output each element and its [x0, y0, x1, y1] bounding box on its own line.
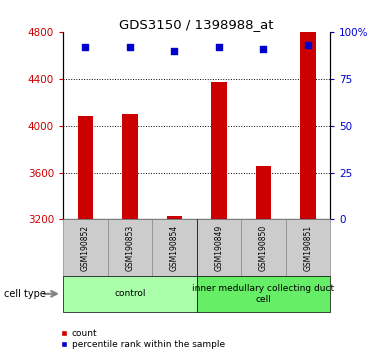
Bar — [197, 219, 241, 276]
Point — [216, 44, 222, 50]
Bar — [197, 276, 330, 312]
Bar — [300, 32, 316, 219]
Text: control: control — [114, 289, 145, 298]
Text: GSM190851: GSM190851 — [303, 225, 312, 271]
Bar — [108, 219, 152, 276]
Bar — [256, 166, 271, 219]
Text: GSM190850: GSM190850 — [259, 225, 268, 271]
Bar — [78, 116, 93, 219]
Title: GDS3150 / 1398988_at: GDS3150 / 1398988_at — [119, 18, 274, 31]
Bar — [167, 216, 182, 219]
Text: GSM190852: GSM190852 — [81, 225, 90, 271]
Bar — [122, 114, 138, 219]
Bar — [211, 82, 227, 219]
Point — [260, 46, 266, 52]
Bar — [152, 219, 197, 276]
Bar — [241, 219, 286, 276]
Bar — [63, 276, 197, 312]
Point — [305, 42, 311, 48]
Bar — [63, 219, 108, 276]
Text: GSM190853: GSM190853 — [125, 225, 134, 271]
Point — [171, 48, 177, 53]
Text: GSM190854: GSM190854 — [170, 225, 179, 271]
Point — [127, 44, 133, 50]
Bar — [286, 219, 330, 276]
Text: inner medullary collecting duct
cell: inner medullary collecting duct cell — [192, 284, 335, 303]
Text: GSM190849: GSM190849 — [214, 225, 223, 271]
Legend: count, percentile rank within the sample: count, percentile rank within the sample — [60, 329, 225, 349]
Point — [82, 44, 88, 50]
Text: cell type: cell type — [4, 289, 46, 299]
